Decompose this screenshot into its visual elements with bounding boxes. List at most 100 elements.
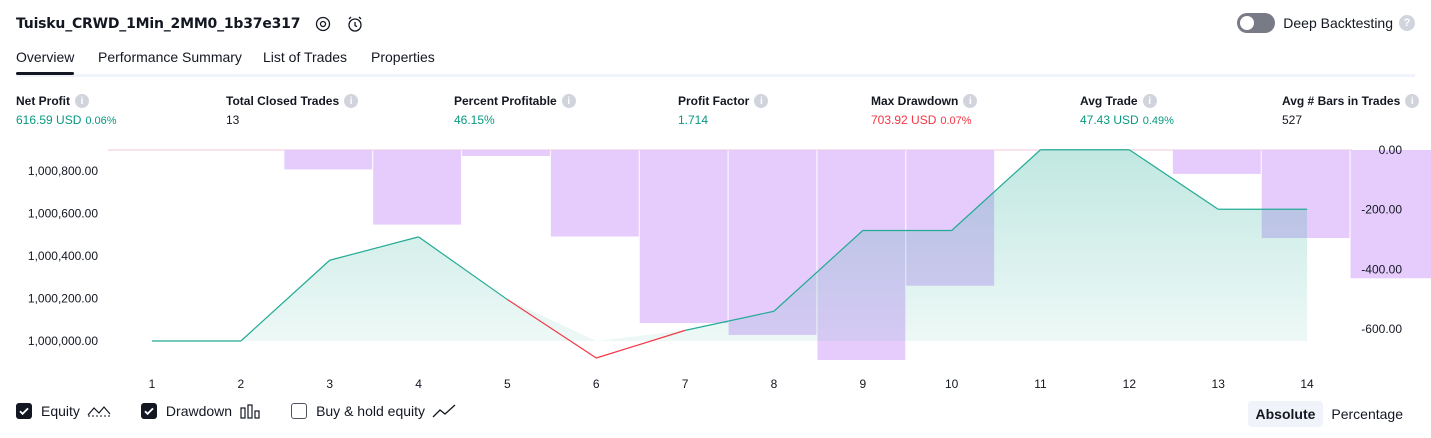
info-icon[interactable]: i xyxy=(1405,94,1420,108)
info-icon[interactable]: i xyxy=(754,94,769,108)
deep-backtesting-label: Deep Backtesting xyxy=(1283,15,1393,31)
x-axis-tick-label: 8 xyxy=(771,377,778,391)
metric-max-drawdown: Max Drawdown i 703.92 USD 0.07% xyxy=(871,94,978,127)
metric-label: Net Profit xyxy=(16,94,70,108)
toggle-knob xyxy=(1240,16,1255,30)
info-icon[interactable]: i xyxy=(561,94,576,108)
left-axis-labels: 1,000,800.00 1,000,600.00 1,000,400.00 1,00… xyxy=(28,164,98,348)
info-icon[interactable]: i xyxy=(344,94,359,108)
x-axis-tick-label: 2 xyxy=(238,377,245,391)
legend-label: Buy & hold equity xyxy=(316,403,426,419)
metric-profit-factor: Profit Factor i 1.714 xyxy=(678,94,769,127)
metric-value: 13 xyxy=(226,113,240,127)
metric-label: Max Drawdown xyxy=(871,94,959,108)
metric-total-closed-trades: Total Closed Trades i 13 xyxy=(226,94,359,127)
equity-segment xyxy=(596,329,686,359)
drawdown-bar xyxy=(373,150,462,225)
info-icon[interactable]: i xyxy=(963,94,978,108)
metric-percent: 0.49% xyxy=(1142,115,1174,127)
tab-overview[interactable]: Overview xyxy=(16,49,75,75)
metric-value: 527 xyxy=(1282,113,1303,127)
left-axis-tick-label: 1,000,000.00 xyxy=(28,334,98,348)
equity-segment xyxy=(951,149,1041,231)
metric-value: 616.59 USD xyxy=(16,113,82,127)
deep-backtesting-toggle[interactable] xyxy=(1237,13,1276,33)
mode-absolute-button[interactable]: Absolute xyxy=(1247,401,1324,427)
left-axis-tick-label: 1,000,800.00 xyxy=(28,164,98,178)
left-axis-tick-label: 1,000,200.00 xyxy=(28,292,98,306)
tab-performance-summary[interactable]: Performance Summary xyxy=(98,49,242,65)
equity-segment xyxy=(507,299,597,359)
drawdown-bar xyxy=(550,150,639,237)
drawdown-checkbox[interactable] xyxy=(140,403,157,419)
equity-segment xyxy=(1129,149,1219,210)
metric-percent: 0.06% xyxy=(85,115,117,127)
metric-percent: 0.07% xyxy=(940,115,972,127)
drawdown-bars-icon xyxy=(239,403,261,419)
x-axis-tick-label: 5 xyxy=(504,377,511,391)
add-alert-icon[interactable] xyxy=(346,15,364,33)
equity-area xyxy=(152,149,1308,341)
metric-value: 1.714 xyxy=(678,113,709,127)
x-axis-tick-label: 7 xyxy=(682,377,689,391)
right-axis-labels: 0.00 -200.00 -400.00 -600.00 xyxy=(1361,143,1402,336)
equity-segment xyxy=(240,259,331,342)
right-axis-tick-label: -600.00 xyxy=(1361,322,1402,336)
metric-net-profit: Net Profit i 616.59 USD 0.06% xyxy=(16,94,117,127)
help-icon[interactable]: ? xyxy=(1399,15,1415,31)
equity-line-icon xyxy=(87,403,111,419)
equity-area-fill xyxy=(152,149,1308,341)
deep-backtesting: Deep Backtesting ? xyxy=(1237,13,1415,33)
metric-value: 47.43 USD xyxy=(1080,113,1139,127)
buy-hold-line-icon xyxy=(432,403,456,419)
settings-gear-icon[interactable] xyxy=(314,15,332,33)
metric-percent-profitable: Percent Profitable i 46.15% xyxy=(454,94,576,127)
mode-percentage-button[interactable]: Percentage xyxy=(1331,406,1403,422)
metric-label: Avg Trade xyxy=(1080,94,1138,108)
legend-buy-hold-equity[interactable]: Buy & hold equity xyxy=(291,403,456,419)
tab-list-of-trades[interactable]: List of Trades xyxy=(263,49,348,65)
info-icon[interactable]: i xyxy=(1142,94,1157,108)
x-axis-tick-label: 11 xyxy=(1034,377,1047,391)
x-axis-labels: 1 2 3 4 5 6 7 8 9 10 11 12 13 14 xyxy=(149,377,1314,391)
view-mode-switch: Absolute Percentage xyxy=(1247,401,1412,427)
report-header: Tuisku_CRWD_1Min_2MM0_1b37e317 xyxy=(16,12,364,36)
metric-avg-bars-in-trades: Avg # Bars in Trades i 527 xyxy=(1282,94,1420,127)
x-axis-tick-label: 9 xyxy=(859,377,866,391)
x-axis-tick-label: 13 xyxy=(1212,377,1226,391)
tab-properties[interactable]: Properties xyxy=(371,49,435,65)
equity-segment xyxy=(773,230,864,312)
chart-legend: Equity Drawdown Buy & hold equity xyxy=(16,403,486,419)
x-axis-tick-label: 1 xyxy=(149,377,156,391)
drawdown-bar xyxy=(284,150,373,170)
x-axis-tick-label: 10 xyxy=(945,377,959,391)
metric-value: 703.92 USD xyxy=(871,113,937,127)
metric-label: Total Closed Trades xyxy=(226,94,340,108)
equity-line xyxy=(152,149,1308,359)
equity-segment xyxy=(418,236,508,301)
x-axis-tick-label: 14 xyxy=(1300,377,1314,391)
x-axis-tick-label: 4 xyxy=(415,377,422,391)
left-axis-tick-label: 1,000,600.00 xyxy=(28,207,98,221)
metric-label: Percent Profitable xyxy=(454,94,557,108)
equity-segment xyxy=(684,310,775,331)
drawdown-bar xyxy=(1350,150,1431,279)
metric-label: Profit Factor xyxy=(678,94,750,108)
equity-checkbox[interactable] xyxy=(16,403,32,419)
x-axis-tick-label: 12 xyxy=(1123,377,1137,391)
metric-avg-trade: Avg Trade i 47.43 USD 0.49% xyxy=(1080,94,1174,127)
x-axis-tick-label: 6 xyxy=(593,377,600,391)
buy-hold-checkbox[interactable] xyxy=(291,403,308,419)
drawdown-bar xyxy=(639,150,728,324)
strategy-name: Tuisku_CRWD_1Min_2MM0_1b37e317 xyxy=(16,16,301,32)
equity-drawdown-chart: 1,000,800.00 1,000,600.00 1,000,400.00 1,00… xyxy=(28,143,1431,391)
legend-label: Equity xyxy=(41,403,80,419)
x-axis-tick-label: 3 xyxy=(326,377,333,391)
right-axis-tick-label: -400.00 xyxy=(1361,262,1402,276)
right-axis-tick-label: 0.00 xyxy=(1379,143,1403,157)
drawdown-bar xyxy=(1172,150,1261,174)
legend-equity[interactable]: Equity xyxy=(16,403,111,419)
legend-drawdown[interactable]: Drawdown xyxy=(140,403,261,419)
report-tabs: Overview Performance Summary List of Tra… xyxy=(16,46,1415,77)
info-icon[interactable]: i xyxy=(75,94,89,108)
